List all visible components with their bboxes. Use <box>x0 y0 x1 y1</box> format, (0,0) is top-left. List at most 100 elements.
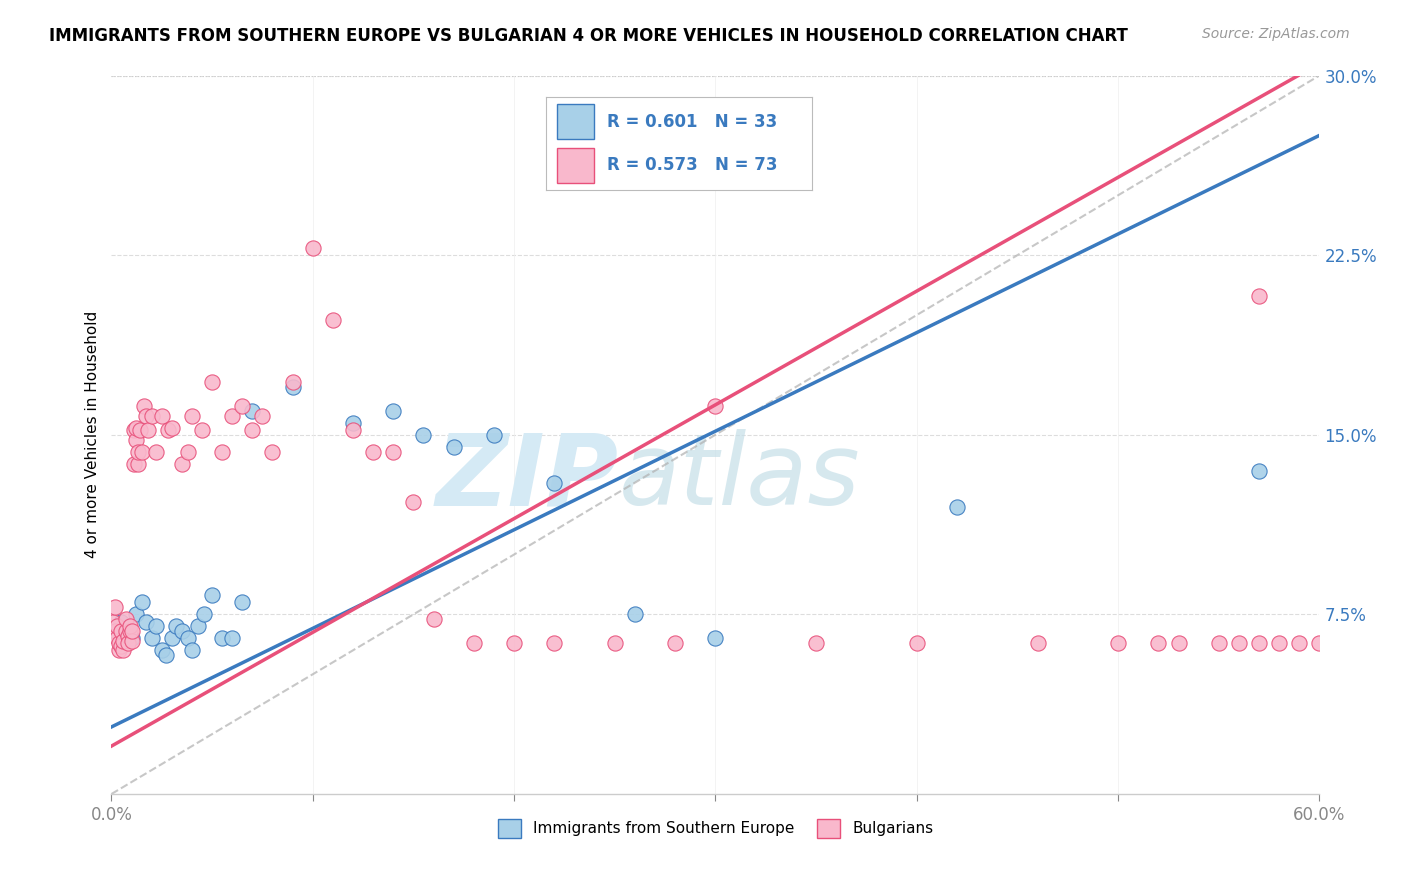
Point <box>112 633 135 648</box>
Point <box>145 444 167 458</box>
Point <box>704 399 727 413</box>
Point <box>150 409 173 423</box>
Point <box>124 420 146 434</box>
Point <box>141 632 163 646</box>
Point <box>503 636 526 650</box>
Point <box>128 423 150 437</box>
Point <box>191 423 214 437</box>
Text: Source: ZipAtlas.com: Source: ZipAtlas.com <box>1202 27 1350 41</box>
Point <box>342 423 364 437</box>
Point <box>361 444 384 458</box>
Point <box>342 416 364 430</box>
Point <box>127 444 149 458</box>
Point <box>281 375 304 389</box>
Point <box>107 632 129 646</box>
Point <box>117 629 139 643</box>
Point <box>624 607 647 622</box>
Point <box>1247 636 1270 650</box>
Point <box>127 457 149 471</box>
Point <box>110 615 132 629</box>
Point <box>231 399 253 413</box>
Point <box>118 619 141 633</box>
Point <box>187 619 209 633</box>
Point <box>112 643 135 657</box>
Point <box>141 409 163 423</box>
Point <box>211 444 233 458</box>
Point <box>170 624 193 639</box>
Point <box>946 500 969 514</box>
Point <box>124 607 146 622</box>
Point <box>301 241 323 255</box>
Text: ZIP: ZIP <box>436 429 619 526</box>
Point <box>1288 636 1310 650</box>
Point <box>110 624 132 639</box>
Point <box>170 457 193 471</box>
Y-axis label: 4 or more Vehicles in Household: 4 or more Vehicles in Household <box>86 311 100 558</box>
Point <box>165 619 187 633</box>
Point <box>104 600 127 615</box>
Point <box>121 633 143 648</box>
Point <box>402 495 425 509</box>
Point <box>131 444 153 458</box>
Point <box>150 643 173 657</box>
Point <box>1227 636 1250 650</box>
Point <box>160 632 183 646</box>
Point <box>177 444 200 458</box>
Point <box>160 420 183 434</box>
Point <box>114 624 136 639</box>
Point <box>1208 636 1230 650</box>
Point <box>905 636 928 650</box>
Point <box>177 632 200 646</box>
Point <box>155 648 177 662</box>
Point <box>201 375 224 389</box>
Point <box>114 612 136 626</box>
Legend: Immigrants from Southern Europe, Bulgarians: Immigrants from Southern Europe, Bulgari… <box>492 813 939 844</box>
Point <box>1247 464 1270 478</box>
Point <box>121 624 143 639</box>
Point <box>1026 636 1049 650</box>
Point <box>543 636 565 650</box>
Point <box>181 409 204 423</box>
Point <box>322 313 344 327</box>
Point <box>110 639 132 653</box>
Point <box>107 619 129 633</box>
Point <box>122 457 145 471</box>
Point <box>201 588 224 602</box>
Point <box>281 380 304 394</box>
Point <box>103 615 125 629</box>
Point <box>231 595 253 609</box>
Point <box>240 423 263 437</box>
Point <box>704 632 727 646</box>
Point <box>221 409 243 423</box>
Point <box>135 409 157 423</box>
Point <box>422 612 444 626</box>
Point <box>804 636 827 650</box>
Point <box>1147 636 1170 650</box>
Point <box>1167 636 1189 650</box>
Point <box>1308 636 1330 650</box>
Point <box>135 615 157 629</box>
Point <box>543 475 565 490</box>
Point <box>117 636 139 650</box>
Point <box>132 399 155 413</box>
Point <box>121 632 143 646</box>
Text: atlas: atlas <box>619 429 860 526</box>
Point <box>240 404 263 418</box>
Point <box>117 624 139 639</box>
Text: IMMIGRANTS FROM SOUTHERN EUROPE VS BULGARIAN 4 OR MORE VEHICLES IN HOUSEHOLD COR: IMMIGRANTS FROM SOUTHERN EUROPE VS BULGA… <box>49 27 1128 45</box>
Point <box>1247 289 1270 303</box>
Point <box>104 624 127 639</box>
Point <box>463 636 485 650</box>
Point <box>108 643 131 657</box>
Point <box>156 423 179 437</box>
Point <box>211 632 233 646</box>
Point <box>382 444 405 458</box>
Point <box>181 643 204 657</box>
Point <box>1107 636 1129 650</box>
Point <box>108 636 131 650</box>
Point <box>482 427 505 442</box>
Point <box>122 423 145 437</box>
Point <box>443 440 465 454</box>
Point <box>136 423 159 437</box>
Point <box>603 636 626 650</box>
